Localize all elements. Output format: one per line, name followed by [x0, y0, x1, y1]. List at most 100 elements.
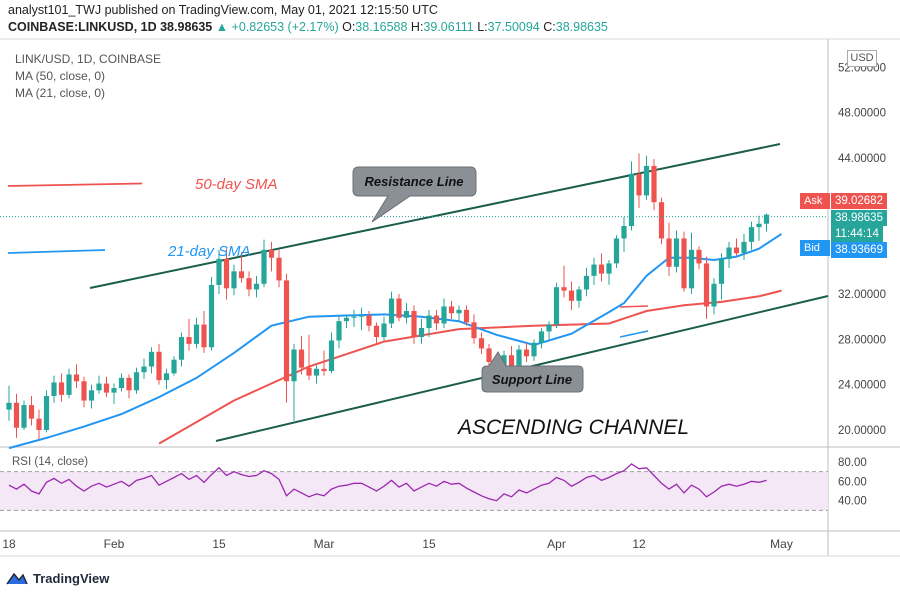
- candle: [553, 282, 560, 328]
- candle: [58, 373, 65, 402]
- rsi-tick-label: 40.00: [838, 496, 867, 508]
- sma21-annotation: 21-day SMA: [167, 243, 251, 260]
- candle: [351, 309, 357, 327]
- candle: [36, 409, 42, 440]
- last-price: 38.98635: [160, 20, 213, 34]
- candle: [711, 278, 717, 315]
- candle-body: [478, 338, 485, 349]
- candle: [118, 373, 125, 392]
- time-tick-label: 18: [2, 537, 16, 551]
- candle-body: [403, 311, 410, 318]
- candle-body: [171, 359, 177, 374]
- candle: [591, 257, 597, 285]
- candle-body: [396, 298, 402, 318]
- candle: [28, 396, 35, 426]
- bid-label: Bid: [800, 240, 830, 256]
- candle: [358, 307, 365, 331]
- candle-body: [96, 383, 102, 391]
- candle-body: [463, 309, 470, 323]
- candle: [396, 294, 402, 322]
- candle-body: [471, 322, 477, 339]
- candle-body: [238, 271, 245, 279]
- candle-body: [381, 323, 387, 338]
- candle-body: [486, 348, 492, 362]
- candle-body: [628, 173, 635, 226]
- tradingview-footer[interactable]: TradingView: [6, 568, 109, 588]
- candle-body: [388, 298, 395, 324]
- close-value: 38.98635: [555, 20, 608, 34]
- candle: [418, 318, 425, 344]
- price-tick-label: 20.00000: [838, 425, 886, 437]
- pattern-label: ASCENDING CHANNEL: [456, 416, 689, 439]
- candle: [471, 314, 477, 344]
- candle-body: [598, 264, 605, 274]
- publish-info: analyst101_TWJ published on TradingView.…: [8, 3, 438, 17]
- time-axis: 18 Feb 15 Mar 15 Apr 12 May: [2, 537, 793, 551]
- currency-button[interactable]: USD: [847, 50, 877, 67]
- candle: [763, 213, 770, 232]
- candle: [426, 309, 432, 338]
- candle: [283, 273, 290, 403]
- candle: [73, 364, 80, 389]
- price-tick-label: 44.00000: [838, 153, 886, 165]
- candle-body: [81, 381, 87, 401]
- candle: [531, 339, 537, 361]
- candle-body: [673, 238, 680, 267]
- candle-body: [651, 165, 657, 203]
- candle: [148, 347, 155, 374]
- candle-body: [126, 377, 132, 391]
- symbol-label: COINBASE:LINKUSD, 1D: [8, 20, 157, 34]
- candle: [621, 216, 627, 253]
- candle: [561, 265, 567, 298]
- candle: [643, 155, 650, 200]
- tradingview-logo-icon: [6, 572, 28, 585]
- candle-body: [298, 349, 305, 368]
- candle-body: [283, 280, 290, 382]
- symbol-ohlc-line: COINBASE:LINKUSD, 1D 38.98635 ▲ +0.82653…: [8, 20, 608, 34]
- candle: [238, 252, 245, 283]
- candle-body: [351, 316, 357, 318]
- ma50-legend-segment: [7, 182, 143, 187]
- candle: [726, 241, 732, 268]
- last-price-tag: 38.98635: [831, 210, 887, 226]
- rsi-tick-label: 60.00: [838, 476, 867, 488]
- candle: [223, 248, 230, 300]
- close-label: C:: [543, 20, 556, 34]
- candle: [741, 233, 747, 260]
- candle-body: [621, 226, 627, 239]
- high-value: 39.06111: [423, 20, 474, 34]
- candle-body: [328, 340, 335, 372]
- candle-body: [306, 367, 312, 376]
- candle-body: [321, 368, 327, 372]
- candle: [636, 153, 642, 208]
- candle: [163, 368, 170, 390]
- resistance-callout: Resistance Line: [352, 166, 477, 223]
- candle-body: [156, 351, 162, 381]
- tradingview-brand: TradingView: [33, 570, 110, 586]
- candle: [103, 376, 110, 398]
- candlesticks: [6, 153, 770, 440]
- candle-body: [73, 374, 80, 382]
- candle-body: [246, 278, 252, 290]
- candle: [478, 332, 485, 355]
- candle-body: [103, 383, 110, 393]
- time-tick-label: 12: [632, 537, 646, 551]
- candle-body: [291, 349, 297, 382]
- candle-body: [373, 325, 380, 338]
- ma21-legend-segment: [7, 249, 106, 254]
- candle: [538, 328, 545, 349]
- candle: [216, 249, 222, 294]
- candle-body: [193, 324, 200, 344]
- candle-body: [456, 309, 462, 314]
- candle-body: [336, 321, 342, 341]
- candle: [328, 332, 335, 374]
- candle: [343, 314, 350, 328]
- candle: [576, 286, 582, 308]
- candle-body: [531, 342, 537, 357]
- support-callout: Support Line: [481, 351, 584, 393]
- candle-body: [163, 373, 170, 381]
- candle-body: [606, 263, 612, 274]
- candle-body: [591, 264, 597, 276]
- candle: [403, 303, 410, 324]
